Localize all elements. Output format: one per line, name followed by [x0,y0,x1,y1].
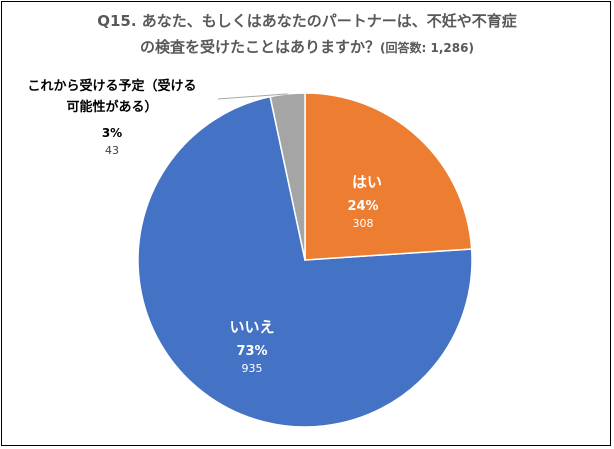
label-yes: はい [352,173,382,191]
count-no: 935 [242,362,263,375]
title-line-2: の検査を受けたことはありますか？(回答数: 1,286) [0,34,614,61]
slice-yes [304,92,473,261]
label-no: いいえ [229,318,274,336]
percent-yes: 24% [347,199,378,214]
leader-line-planned [217,93,288,100]
slice-no [137,95,473,428]
label-planned-line-1: これから受ける予定（受ける [27,78,196,94]
label-planned-line-2: 可能性がある） [66,99,157,115]
count-planned: 43 [105,144,119,157]
chart-title: Q15. あなた、もしくはあなたのパートナーは、不妊や不育症 の検査を受けたこと… [0,8,614,61]
percent-planned: 3% [102,126,122,140]
title-response-count: (回答数: 1,286) [380,41,474,55]
title-line-2-text: の検査を受けたことはありますか？ [140,38,381,56]
percent-no: 73% [236,344,267,359]
title-line-1: Q15. あなた、もしくはあなたのパートナーは、不妊や不育症 [97,12,517,30]
count-yes: 308 [353,217,374,230]
